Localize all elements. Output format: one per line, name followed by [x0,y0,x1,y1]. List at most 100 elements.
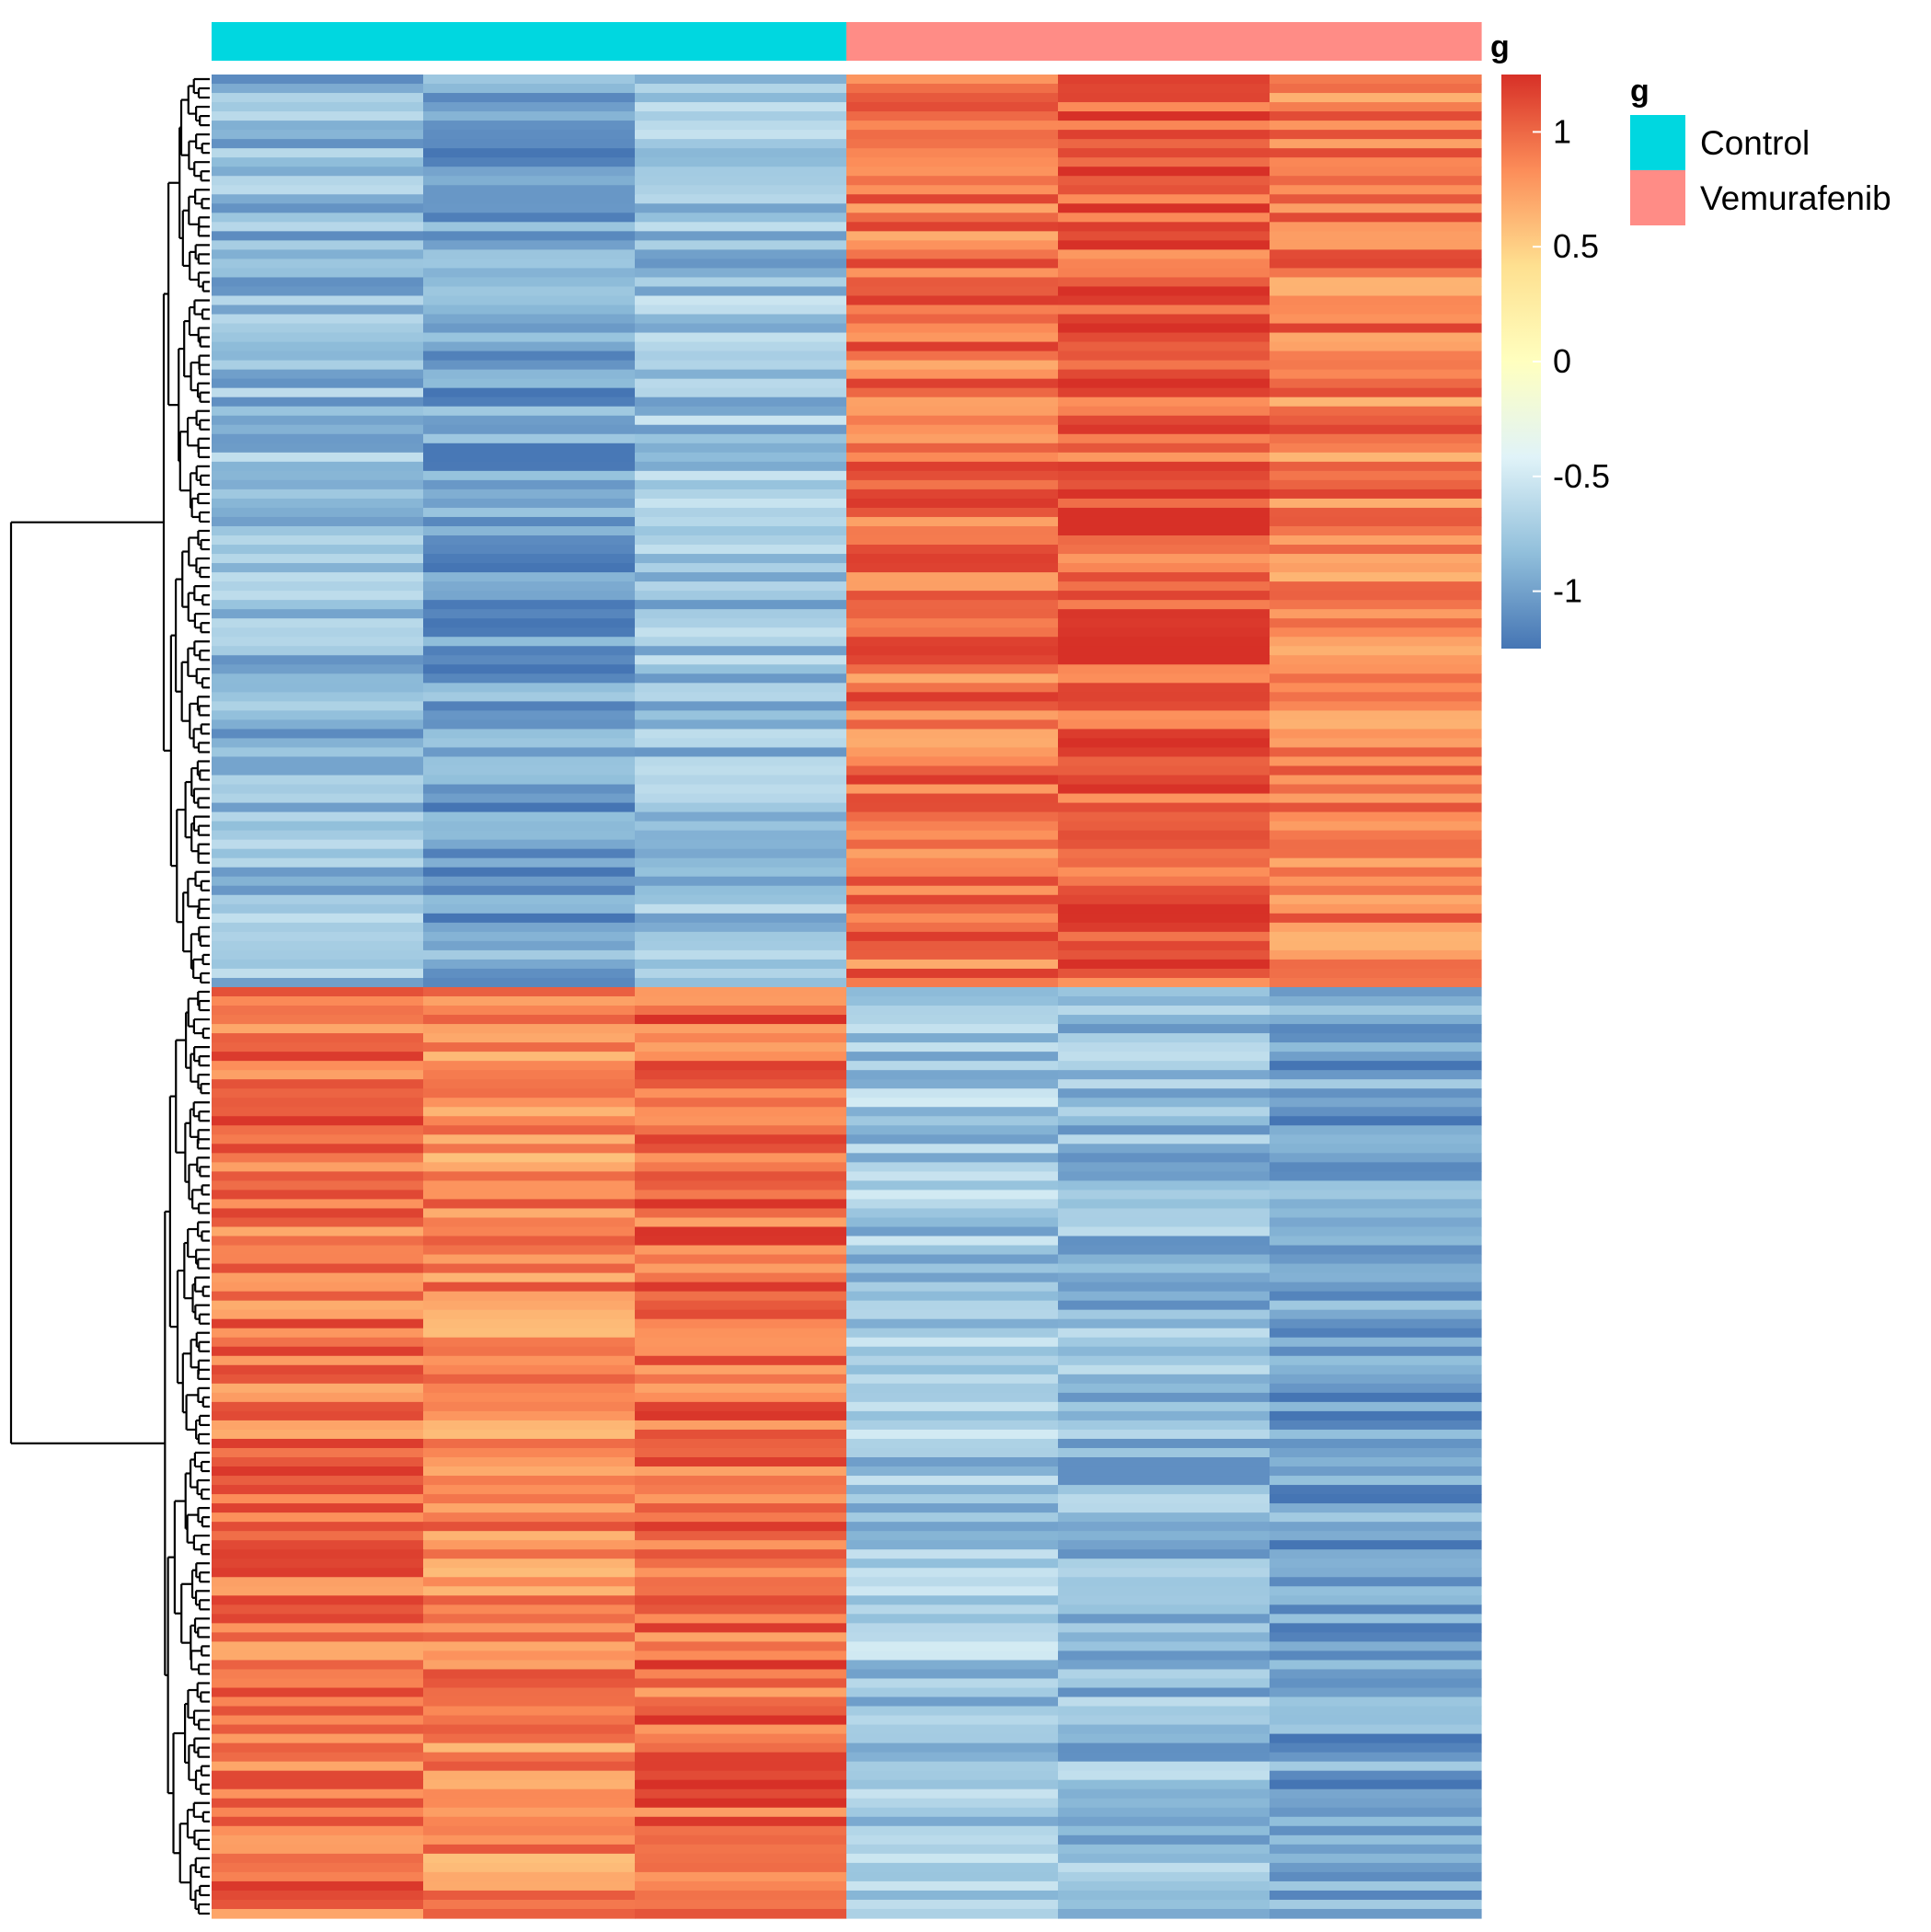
heatmap-cell [212,130,424,140]
heatmap-cell [635,867,847,878]
heatmap-cell [1058,1429,1270,1440]
heatmap-cell [1270,1641,1482,1652]
heatmap-cell [1270,710,1482,720]
heatmap-cell [212,507,424,518]
heatmap-cell [635,1752,847,1763]
heatmap-cell [423,1318,636,1329]
heatmap-cell [423,332,636,343]
heatmap-cell [846,84,1059,94]
heatmap-cell [635,1687,847,1698]
heatmap-cell [1270,213,1482,223]
heatmap-cell [1058,130,1270,140]
heatmap-cell [423,1890,636,1901]
heatmap-cell [1058,378,1270,389]
heatmap-cell [1058,1540,1270,1550]
heatmap-cell [423,1447,636,1458]
heatmap-cell [1270,1862,1482,1873]
heatmap-cell [635,1641,847,1652]
heatmap-cell [423,1687,636,1698]
heatmap-cell [423,821,636,832]
heatmap-cell [1058,341,1270,352]
heatmap-cell [212,1595,424,1605]
heatmap-cell [1270,1134,1482,1144]
heatmap-cell [423,525,636,536]
heatmap-cell [635,1438,847,1449]
heatmap-cell [423,857,636,868]
heatmap-cell [1058,139,1270,149]
heatmap-cell [1270,1263,1482,1274]
heatmap-cell [423,507,636,518]
heatmap-cell [1058,857,1270,868]
heatmap-cell [635,286,847,297]
heatmap-cell [635,1291,847,1302]
heatmap-cell [846,729,1059,740]
heatmap-cell [846,1024,1059,1034]
heatmap-cell [1058,443,1270,454]
heatmap-cell [635,756,847,767]
heatmap-cell [635,545,847,555]
heatmap-cell [1270,719,1482,730]
heatmap-cell [1270,1337,1482,1348]
heatmap-cell [212,1300,424,1311]
heatmap-cell [846,1650,1059,1662]
heatmap-cell [212,498,424,509]
heatmap-cell [846,885,1059,896]
heatmap-cell [212,1208,424,1219]
heatmap-cell [635,176,847,186]
heatmap-cell [846,1742,1059,1754]
heatmap-cell [212,1199,424,1210]
heatmap-cell [423,1899,636,1910]
heatmap-cell [1270,185,1482,195]
heatmap-cell [423,1079,636,1089]
heatmap-cell [212,1549,424,1559]
heatmap-cell [423,591,636,601]
heatmap-cell [1058,1401,1270,1412]
heatmap-cell [635,1503,847,1513]
heatmap-cell [212,545,424,555]
heatmap-cell [1270,1788,1482,1800]
heatmap-cell [1270,627,1482,638]
heatmap-cell [212,1715,424,1726]
heatmap-cell [212,1650,424,1662]
heatmap-cell [1058,1779,1270,1790]
heatmap-cell [1270,729,1482,740]
heatmap-cell [212,894,424,905]
heatmap-cell [423,701,636,711]
heatmap-cell [1058,1577,1270,1587]
heatmap-cell [635,572,847,582]
heatmap-cell [1270,894,1482,905]
heatmap-cell [423,1015,636,1025]
heatmap-cell [1270,1024,1482,1034]
heatmap-cell [212,554,424,564]
heatmap-cell [635,406,847,417]
heatmap-cell [1270,1715,1482,1726]
heatmap-cell [846,1834,1059,1846]
heatmap-cell [635,719,847,730]
heatmap-cell [1270,286,1482,297]
heatmap-cell [846,507,1059,518]
heatmap-cell [635,268,847,279]
heatmap-cell [1270,1687,1482,1698]
heatmap-cell [846,1226,1059,1237]
heatmap-cell [423,664,636,674]
heatmap-cell [423,1180,636,1191]
heatmap-cell [423,1346,636,1357]
heatmap-cell [846,1410,1059,1421]
heatmap-cell [423,139,636,149]
heatmap-cell [212,1834,424,1846]
heatmap-cell [1270,1844,1482,1855]
heatmap-cell [1270,1632,1482,1642]
heatmap-cell [212,443,424,454]
heatmap-cell [1270,646,1482,656]
heatmap-cell [635,1309,847,1320]
heatmap-cell [1270,1033,1482,1043]
heatmap-cell [1058,1880,1270,1892]
heatmap-cell [1270,609,1482,619]
heatmap-cell [1058,1144,1270,1154]
heatmap-cell [1058,821,1270,832]
heatmap-cell [1270,1807,1482,1818]
heatmap-cell [1058,673,1270,684]
heatmap-cell [635,240,847,250]
heatmap-cell [212,885,424,896]
heatmap-cell [423,1641,636,1652]
